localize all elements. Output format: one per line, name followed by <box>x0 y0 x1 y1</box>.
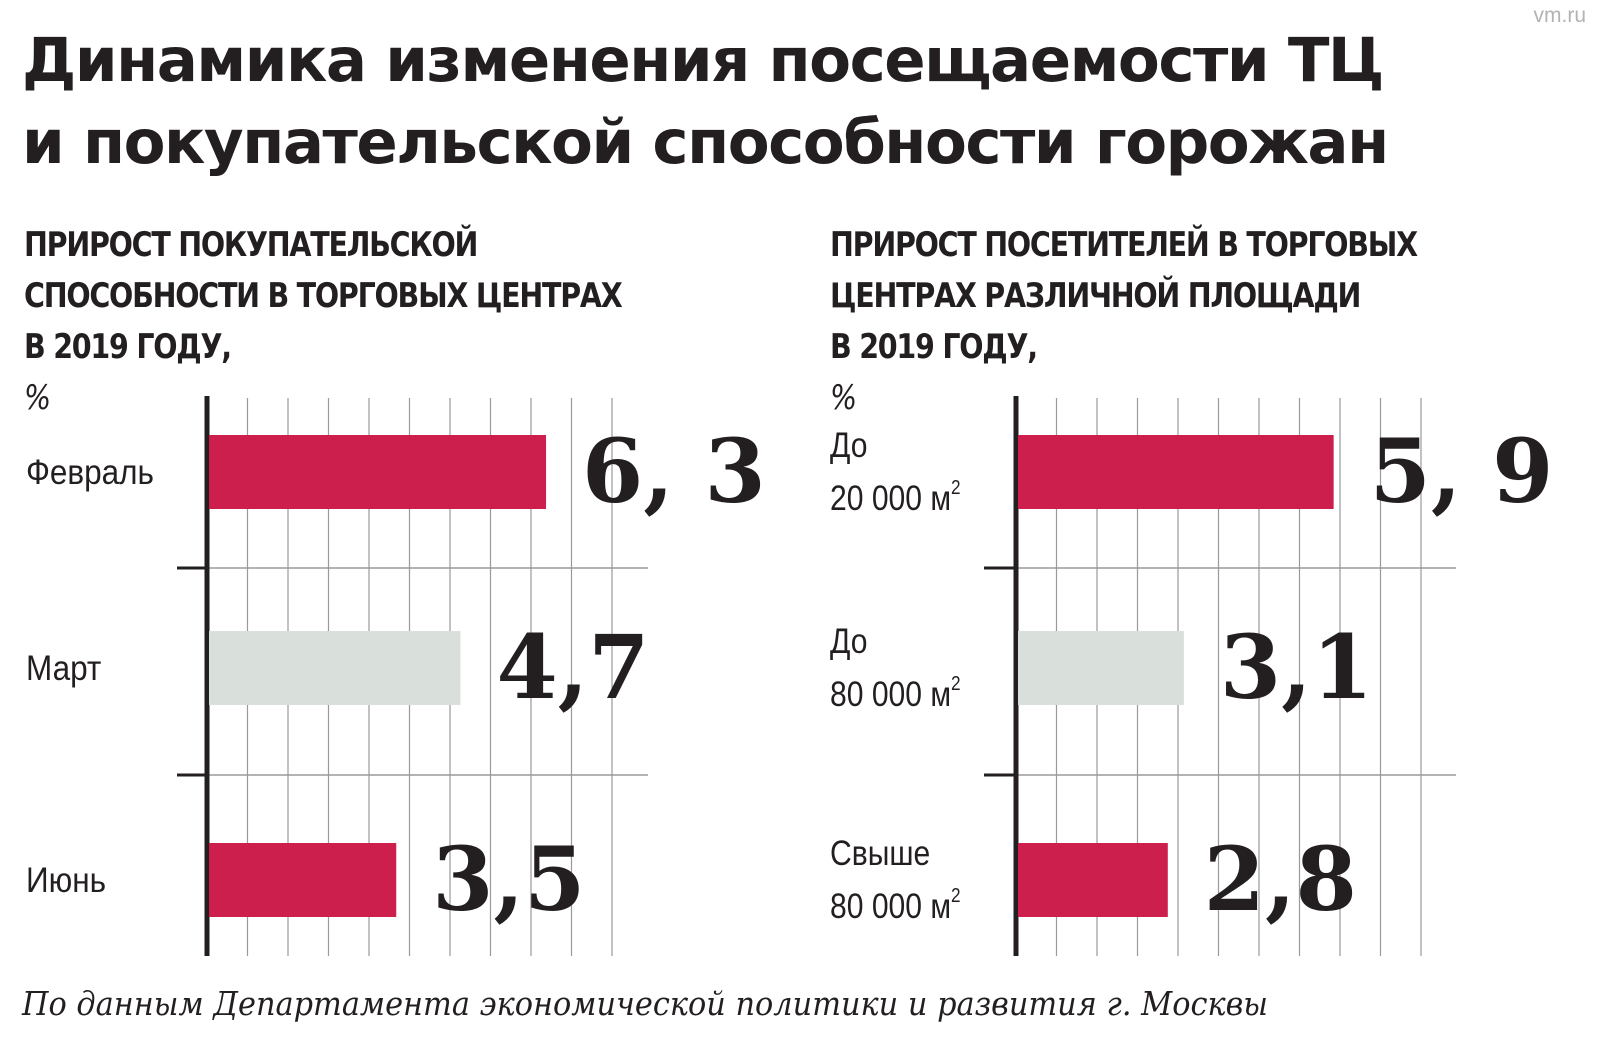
page-title-line-1: Динамика изменения посещаемости ТЦ <box>22 25 1385 96</box>
right-chart-title-line-3: В 2019 ГОДУ, % <box>830 322 1417 424</box>
right-category-label-line: До <box>830 425 867 465</box>
left-category-label: Март <box>26 650 101 689</box>
right-bar <box>1018 843 1168 917</box>
right-category-label-line: Свыше <box>830 833 930 873</box>
watermark: vm.ru <box>1533 4 1587 27</box>
right-chart-unit: % <box>830 378 857 418</box>
right-chart-title-line-1: ПРИРОСТ ПОСЕТИТЕЛЕЙ В ТОРГОВЫХ <box>830 225 1418 265</box>
right-category-superscript: 2 <box>951 884 961 907</box>
left-chart-title-line-2: СПОСОБНОСТИ В ТОРГОВЫХ ЦЕНТРАХ <box>24 276 623 316</box>
right-value-label: 3,1 <box>1220 615 1373 719</box>
right-chart-title-line-2: ЦЕНТРАХ РАЗЛИЧНОЙ ПЛОЩАДИ <box>830 276 1361 316</box>
left-chart-title-line-1: ПРИРОСТ ПОКУПАТЕЛЬСКОЙ <box>24 225 478 265</box>
page-title: Динамика изменения посещаемости ТЦ и пок… <box>22 20 1389 184</box>
left-chart-title: ПРИРОСТ ПОКУПАТЕЛЬСКОЙ СПОСОБНОСТИ В ТОР… <box>24 220 623 424</box>
left-value-label: 4,7 <box>496 615 649 719</box>
left-bar <box>209 843 397 917</box>
page-title-line-2: и покупательской способности горожан <box>22 107 1389 178</box>
left-category-label: Февраль <box>26 454 154 493</box>
left-value-label: 6, 3 <box>582 419 766 523</box>
left-value-label: 3,5 <box>432 827 585 931</box>
purchasing-power-chart: 6, 3 Февраль 4,7 Март 3,5 Июнь <box>26 396 766 956</box>
right-bar <box>1018 631 1184 705</box>
right-chart-title: ПРИРОСТ ПОСЕТИТЕЛЕЙ В ТОРГОВЫХ ЦЕНТРАХ Р… <box>830 220 1418 424</box>
right-value-label: 5, 9 <box>1370 419 1554 523</box>
right-category-label-line: До <box>830 621 867 661</box>
right-bar <box>1018 435 1334 509</box>
left-bar <box>209 435 547 509</box>
left-bar <box>209 631 461 705</box>
right-category-label-line: 20 000 м2 <box>830 476 961 518</box>
right-category-superscript: 2 <box>951 672 961 695</box>
left-chart-title-year: В 2019 ГОДУ, <box>24 327 232 367</box>
right-category-superscript: 2 <box>951 476 961 499</box>
right-value-label: 2,8 <box>1204 827 1357 931</box>
right-category-label-line: 80 000 м2 <box>830 672 961 714</box>
left-chart-unit: % <box>24 378 51 418</box>
source-note: По данным Департамента экономической пол… <box>22 984 1269 1023</box>
right-category-label-line: 80 000 м2 <box>830 884 961 926</box>
left-category-label: Июнь <box>26 862 106 901</box>
right-chart-title-year: В 2019 ГОДУ, <box>830 327 1038 367</box>
left-chart-title-line-3: В 2019 ГОДУ, % <box>24 322 621 424</box>
